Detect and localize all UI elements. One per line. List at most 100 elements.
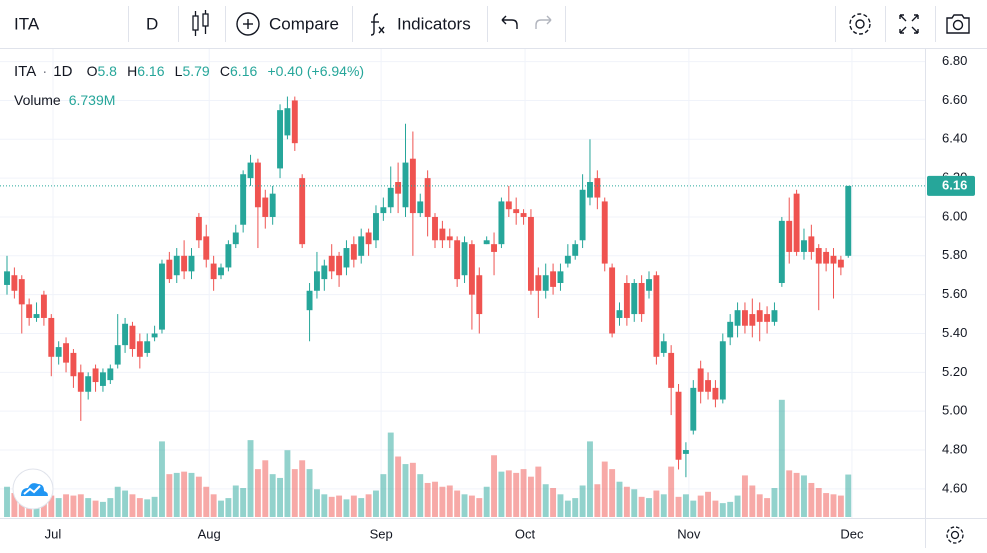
snapshot-button[interactable] — [946, 14, 970, 34]
volume-bar — [483, 486, 490, 517]
candle-body — [373, 213, 379, 241]
candle-body — [550, 271, 557, 287]
volume-bar — [299, 460, 306, 517]
volume-bar — [240, 488, 247, 517]
interval-button[interactable]: D — [146, 14, 158, 33]
volume-bar — [373, 490, 379, 517]
volume-bar — [778, 399, 785, 517]
y-tick-label: 4.80 — [942, 441, 967, 456]
candle-body — [601, 201, 608, 264]
legend-high: 6.16 — [137, 63, 164, 79]
volume-bar — [210, 494, 217, 517]
legend-close: 6.16 — [230, 63, 257, 79]
legend-change: +0.40 — [267, 63, 303, 79]
candle-body — [262, 197, 269, 217]
candle-body — [432, 216, 438, 241]
candle-body — [151, 333, 158, 338]
logo-button[interactable] — [12, 468, 54, 510]
candle-body — [675, 391, 682, 460]
candle-body — [11, 275, 18, 291]
volume-bar — [476, 498, 483, 517]
volume-bar — [387, 432, 394, 517]
candle-body — [92, 368, 99, 383]
volume-bar — [705, 491, 711, 517]
axis-settings-button[interactable] — [946, 526, 964, 544]
candle-body — [181, 255, 188, 272]
candle-body — [764, 314, 771, 322]
volume-bar — [402, 464, 409, 517]
candle-body — [572, 244, 579, 256]
candle-body — [380, 207, 387, 214]
candle-body — [557, 271, 564, 283]
compare-button[interactable]: Compare — [269, 14, 339, 33]
chart-type-button[interactable] — [192, 10, 209, 36]
volume-bar — [151, 496, 158, 517]
volume-bar — [520, 469, 527, 517]
candle-body — [173, 255, 180, 276]
price-pane — [0, 96, 925, 478]
undo-button[interactable] — [501, 15, 518, 29]
candle-body — [439, 228, 446, 241]
candle-body — [793, 193, 800, 252]
candle-body — [129, 325, 136, 350]
volume-bar — [85, 498, 92, 517]
candle-body — [476, 275, 483, 315]
candle-body — [653, 275, 660, 357]
candle-body — [247, 162, 254, 179]
volume-bar — [417, 474, 424, 517]
volume-bar — [638, 496, 645, 517]
volume-bar — [572, 498, 579, 517]
candle-body — [719, 341, 726, 400]
candle-body — [727, 321, 734, 338]
candle-body — [4, 271, 10, 285]
y-tick-label: 6.60 — [942, 92, 967, 107]
indicators-button[interactable]: Indicators — [397, 14, 471, 33]
volume-bar — [513, 472, 520, 517]
candle-body — [616, 310, 623, 318]
volume-bar — [328, 496, 335, 517]
candle-body — [801, 240, 807, 252]
grid — [0, 48, 925, 518]
legend-h: H — [127, 63, 137, 79]
candle-body — [491, 244, 497, 252]
volume-bar — [786, 470, 793, 517]
indicators-icon[interactable] — [370, 13, 385, 36]
volume-bar — [771, 488, 778, 517]
volume-bar — [92, 500, 99, 517]
candle-body — [749, 314, 756, 326]
candle-body — [122, 323, 129, 346]
candle-body — [771, 310, 778, 322]
volume-bar — [660, 494, 667, 517]
volume-bar — [587, 441, 593, 517]
volume-bar — [284, 450, 291, 517]
volume-bar — [188, 472, 195, 517]
candle-body — [417, 201, 424, 214]
volume-bar — [232, 485, 239, 517]
volume-bar — [837, 495, 844, 517]
volume-bar — [557, 494, 564, 517]
volume-bar — [719, 503, 726, 517]
candle-body — [660, 341, 667, 353]
compare-icon[interactable] — [236, 12, 260, 36]
y-tick-label: 6.00 — [942, 208, 967, 223]
volume-bar — [830, 494, 837, 517]
volume-bar — [609, 469, 616, 517]
candle-body — [321, 265, 328, 280]
symbol-button[interactable]: ITA — [14, 14, 40, 33]
candle-body — [587, 182, 593, 198]
candle-body — [33, 314, 40, 318]
fullscreen-button[interactable] — [899, 14, 919, 34]
candle-body — [269, 193, 276, 217]
redo-button[interactable] — [535, 15, 552, 29]
volume-bar — [734, 495, 741, 517]
candle-body — [505, 201, 512, 210]
candle-body — [48, 317, 55, 357]
volume-bar — [535, 466, 542, 517]
volume-bar — [306, 469, 313, 517]
volume-bar — [446, 485, 453, 517]
volume-bar — [675, 496, 682, 517]
volume-bar — [48, 495, 55, 517]
settings-button[interactable] — [849, 13, 871, 35]
volume-bar — [166, 474, 173, 517]
volume-bar — [262, 460, 269, 517]
